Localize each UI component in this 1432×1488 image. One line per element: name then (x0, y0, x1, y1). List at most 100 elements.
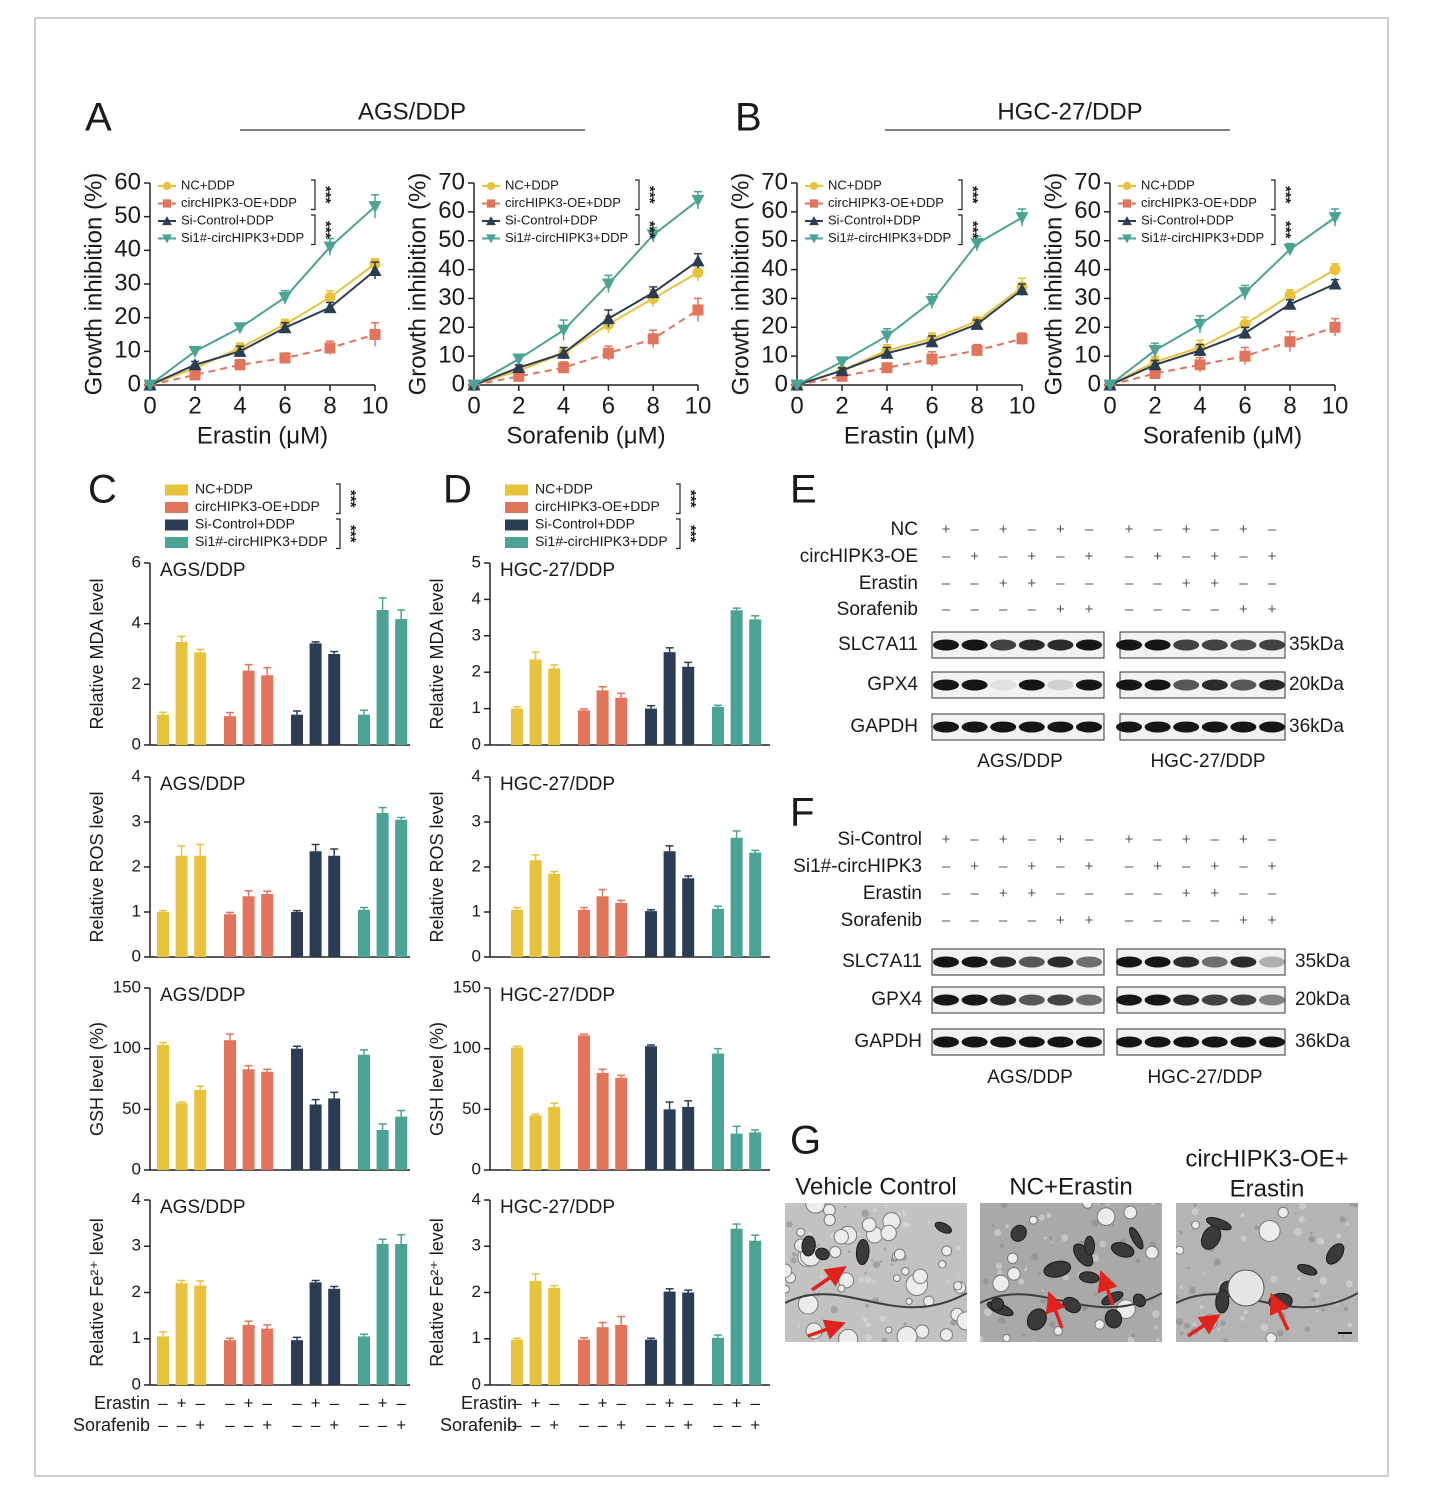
data-point (279, 352, 291, 364)
condition-sign: – (999, 912, 1008, 929)
blot-band (1259, 721, 1285, 733)
y-tick-label: 0 (132, 1159, 141, 1178)
condition-label: Erastin (863, 883, 922, 904)
x-axis-label: Erastin (μM) (197, 422, 328, 449)
em-texture (1135, 1258, 1141, 1263)
significance: *** (682, 490, 699, 508)
bar (663, 851, 676, 957)
bar (358, 909, 370, 957)
em-texture (1031, 1252, 1039, 1261)
em-texture (901, 1221, 908, 1228)
data-point (970, 238, 984, 251)
em-texture (1353, 1203, 1358, 1208)
significance: *** (964, 221, 981, 239)
condition-sign: + (1085, 601, 1094, 618)
y-tick-label: 1 (132, 1328, 141, 1347)
blot-band (1144, 721, 1171, 733)
bar (749, 1132, 762, 1170)
y-tick-label: 50 (462, 1099, 481, 1118)
data-point (143, 379, 157, 392)
em-texture (1018, 1278, 1025, 1285)
bar (663, 1109, 676, 1170)
condition-sign: – (1268, 575, 1277, 592)
legend-swatch (165, 484, 188, 496)
bar (309, 643, 322, 745)
legend-label: Si1#-circHIPK3+DDP (1141, 230, 1264, 245)
significance-bracket (635, 214, 640, 246)
series-line (1109, 326, 1336, 386)
data-point (1103, 379, 1117, 392)
em-texture (1213, 1258, 1221, 1266)
bar (328, 1288, 341, 1385)
bar (511, 1339, 523, 1385)
panel-letter: G (790, 1119, 821, 1163)
blot-band (933, 639, 959, 651)
condition-sign: – (750, 1393, 760, 1412)
condition-sign: – (1125, 548, 1134, 565)
x-tick-label: 4 (233, 392, 246, 419)
frame (34, 17, 1389, 1477)
em-texture (1345, 1222, 1350, 1226)
y-axis-label: Relative MDA level (427, 578, 447, 729)
group-title: HGC-27/DDP (997, 98, 1142, 125)
data-point (836, 370, 848, 382)
bar (730, 837, 743, 957)
y-tick-label: 2 (132, 1282, 141, 1301)
condition-sign: – (1153, 601, 1162, 618)
condition-sign: + (1210, 575, 1219, 592)
condition-sign: + (244, 1393, 254, 1412)
significance: *** (342, 490, 359, 508)
y-axis-label: Relative ROS level (427, 791, 447, 942)
data-point (881, 362, 893, 374)
y-tick-label: 0 (472, 1159, 481, 1178)
blot-band (1018, 1036, 1045, 1048)
y-tick-label: 40 (438, 255, 465, 282)
condition-sign: – (1211, 831, 1220, 848)
significance-bracket (311, 179, 316, 211)
blot-band (990, 994, 1017, 1006)
bar (645, 708, 657, 745)
em-vacuole (1096, 1207, 1116, 1226)
series-line (796, 288, 1023, 386)
condition-sign: – (1268, 521, 1277, 538)
em-texture (1293, 1227, 1302, 1236)
condition-sign: + (311, 1393, 321, 1412)
blot-band (1144, 639, 1171, 651)
blot-size-label: 35kDa (1289, 634, 1344, 655)
blot-size-label: 20kDa (1295, 989, 1350, 1010)
condition-sign: + (999, 885, 1008, 902)
condition-label: Erastin (94, 1393, 150, 1413)
condition-label: Si1#-circHIPK3 (793, 856, 922, 877)
em-texture (1276, 1329, 1284, 1337)
x-tick-label: 2 (188, 392, 201, 419)
condition-sign: – (1239, 575, 1248, 592)
condition-sign: – (1153, 831, 1162, 848)
data-point (188, 345, 202, 358)
data-point (512, 361, 526, 374)
em-vacuole (956, 1311, 967, 1331)
em-texture (1038, 1272, 1041, 1276)
y-tick-label: 3 (132, 811, 141, 830)
bar (194, 1285, 207, 1385)
em-texture (1098, 1203, 1101, 1206)
bar (578, 1339, 590, 1385)
legend-label: NC+DDP (1141, 177, 1195, 192)
em-membrane (785, 1292, 967, 1309)
condition-sign: + (1027, 575, 1036, 592)
em-texture (1091, 1254, 1099, 1262)
y-tick-label: 3 (472, 811, 481, 830)
condition-sign: – (646, 1415, 656, 1434)
y-axis-label: Relative Fe²⁺ level (87, 1218, 107, 1367)
em-vacuole (1007, 1267, 1021, 1281)
em-texture (1023, 1268, 1027, 1272)
x-tick-label: 0 (467, 392, 480, 419)
blot-band (1076, 639, 1102, 651)
em-vacuole (896, 1326, 918, 1342)
condition-sign: + (616, 1415, 626, 1434)
data-point (1328, 277, 1342, 290)
y-tick-label: 10 (114, 337, 141, 364)
condition-sign: – (292, 1393, 302, 1412)
significance-bracket (676, 483, 681, 515)
x-tick-label: 6 (278, 392, 291, 419)
condition-sign: – (970, 521, 979, 538)
